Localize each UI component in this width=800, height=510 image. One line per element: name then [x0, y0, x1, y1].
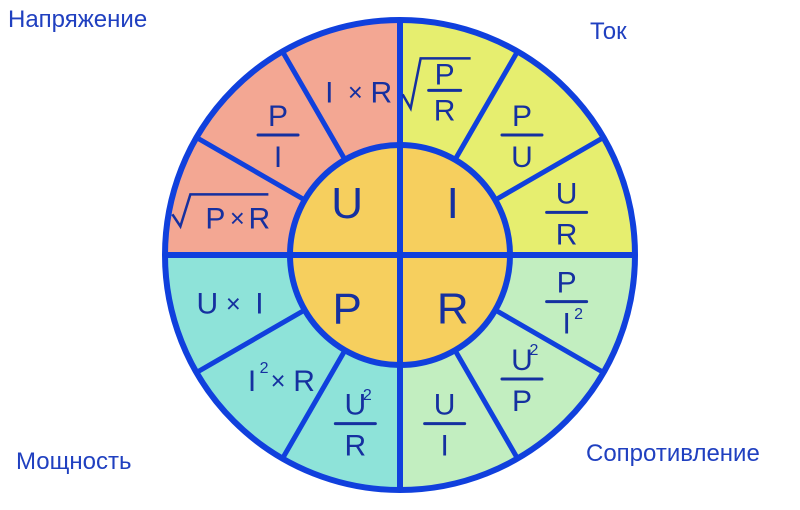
formula-text: U [556, 177, 578, 210]
formula-text: P [268, 100, 288, 133]
formula-text: P [435, 58, 455, 91]
formula-text: × [230, 205, 245, 233]
ohms-law-wheel: Напряжение Ток Мощность Сопротивление UI… [0, 0, 800, 510]
formula-text: P [205, 202, 225, 235]
formula-text: U [434, 389, 456, 422]
wheel-svg: UIRPP×RPII×RPRPUURPI2U2PUIU2RI2×RU×I [0, 0, 800, 510]
label-current: Ток [590, 18, 627, 46]
formula-text: R [293, 365, 315, 398]
center-R: R [437, 284, 469, 333]
formula-text: × [271, 368, 286, 396]
formula-sup: 2 [260, 360, 269, 377]
formula-sup: 2 [574, 306, 583, 323]
formula-text: R [345, 430, 367, 463]
formula-sup: 2 [530, 342, 539, 359]
formula-text: I [248, 365, 256, 398]
formula-sup: 2 [363, 387, 372, 404]
formula-text: × [226, 290, 241, 318]
formula-text: I [562, 308, 570, 341]
formula-text: I [325, 76, 333, 109]
center-U: U [331, 179, 363, 228]
formula-text: I [255, 288, 263, 321]
formula-text: P [512, 100, 532, 133]
center-I: I [447, 179, 459, 228]
label-voltage: Напряжение [8, 6, 147, 34]
formula-text: R [556, 218, 578, 251]
formula-text: I [440, 430, 448, 463]
formula-text: U [197, 288, 219, 321]
center-P: P [333, 284, 362, 333]
formula-text: P [557, 267, 577, 300]
formula-text: P [512, 385, 532, 418]
label-power: Мощность [16, 448, 131, 476]
formula-text: R [249, 202, 271, 235]
formula-text: × [348, 79, 363, 107]
label-resistance: Сопротивление [586, 440, 760, 468]
formula-text: R [434, 94, 456, 127]
formula-text: I [274, 141, 282, 174]
formula-text: R [371, 76, 393, 109]
formula-text: U [511, 141, 533, 174]
